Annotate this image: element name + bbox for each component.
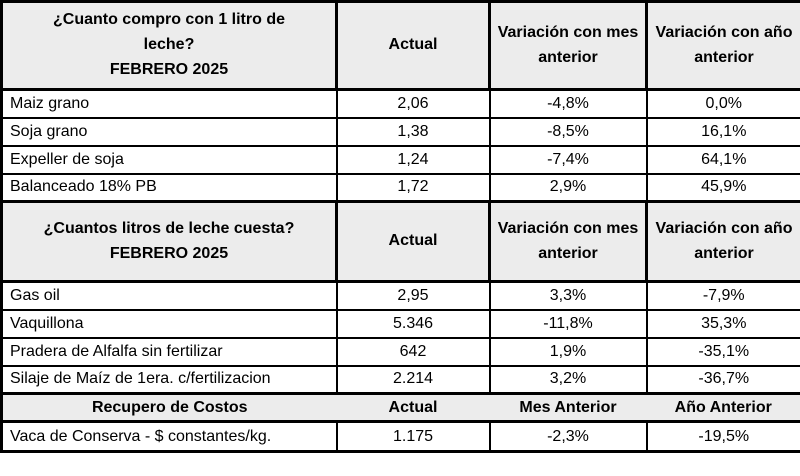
col-header-variacion-anio: Variación con año anterior <box>645 200 800 283</box>
actual-value: 642 <box>335 336 491 367</box>
section1-header-row: ¿Cuanto compro con 1 litro de leche? FEB… <box>0 0 800 91</box>
section3-header-row: Recupero de Costos Actual Mes Anterior A… <box>1 391 800 424</box>
row-label: Silaje de Maíz de 1era. c/fertilizacion <box>0 364 338 395</box>
col-header-variacion-anio: Variación con año anterior <box>645 0 800 91</box>
row-label: Vaca de Conserva - $ constantes/kg. <box>0 420 338 453</box>
variacion-mes-value: -7,4% <box>488 144 648 175</box>
row-label: Maiz grano <box>0 88 338 119</box>
col-header-anio-anterior: Año Anterior <box>646 391 800 424</box>
actual-value: 2.214 <box>335 364 491 395</box>
row-soja-grano: Soja grano 1,38 -8,5% 16,1% <box>0 116 800 147</box>
variacion-mes-value: 3,2% <box>488 364 648 395</box>
col-header-mes-anterior: Mes Anterior <box>489 391 647 424</box>
col-header-actual: Actual <box>335 0 491 91</box>
variacion-mes-value: 3,3% <box>488 280 648 311</box>
variacion-anio-value: -35,1% <box>645 336 800 367</box>
actual-value: 5.346 <box>335 308 491 339</box>
section2-title: ¿Cuantos litros de leche cuesta? FEBRERO… <box>0 200 338 283</box>
row-label: Pradera de Alfalfa sin fertilizar <box>0 336 338 367</box>
row-silaje-maiz: Silaje de Maíz de 1era. c/fertilizacion … <box>0 364 800 395</box>
row-pradera-alfalfa: Pradera de Alfalfa sin fertilizar 642 1,… <box>0 336 800 367</box>
col-header-actual: Actual <box>336 391 490 424</box>
section2-period: FEBRERO 2025 <box>109 244 229 262</box>
variacion-mes-value: -8,5% <box>488 116 648 147</box>
variacion-mes-value: -11,8% <box>488 308 648 339</box>
row-label: Vaquillona <box>0 308 338 339</box>
section3-title: Recupero de Costos <box>1 391 337 424</box>
row-balanceado-18-pb: Balanceado 18% PB 1,72 2,9% 45,9% <box>0 172 800 203</box>
actual-value: 1,24 <box>335 144 491 175</box>
section1-title: ¿Cuanto compro con 1 litro de leche? FEB… <box>0 0 338 91</box>
row-vaquillona: Vaquillona 5.346 -11,8% 35,3% <box>0 308 800 339</box>
row-gas-oil: Gas oil 2,95 3,3% -7,9% <box>0 280 800 311</box>
actual-value: 2,06 <box>335 88 491 119</box>
variacion-mes-value: 1,9% <box>488 336 648 367</box>
actual-value: 1,72 <box>335 172 491 203</box>
col-header-variacion-mes: Variación con mes anterior <box>488 0 648 91</box>
variacion-anio-value: 35,3% <box>645 308 800 339</box>
variacion-mes-value: -4,8% <box>488 88 648 119</box>
section2-question: ¿Cuantos litros de leche cuesta? <box>43 219 295 237</box>
actual-value: 2,95 <box>335 280 491 311</box>
row-label: Expeller de soja <box>0 144 338 175</box>
col-header-variacion-mes: Variación con mes anterior <box>488 200 648 283</box>
row-vaca-de-conserva: Vaca de Conserva - $ constantes/kg. 1.17… <box>0 420 800 453</box>
actual-value: 1,38 <box>335 116 491 147</box>
row-label: Balanceado 18% PB <box>0 172 338 203</box>
mes-anterior-value: -2,3% <box>488 420 648 453</box>
variacion-anio-value: 0,0% <box>645 88 800 119</box>
row-expeller-de-soja: Expeller de soja 1,24 -7,4% 64,1% <box>0 144 800 175</box>
section2-header-row: ¿Cuantos litros de leche cuesta? FEBRERO… <box>0 200 800 283</box>
row-label: Soja grano <box>0 116 338 147</box>
actual-value: 1.175 <box>335 420 491 453</box>
variacion-anio-value: 64,1% <box>645 144 800 175</box>
variacion-mes-value: 2,9% <box>488 172 648 203</box>
section1-period: FEBRERO 2025 <box>109 60 229 78</box>
row-maiz-grano: Maiz grano 2,06 -4,8% 0,0% <box>0 88 800 119</box>
col-header-actual: Actual <box>335 200 491 283</box>
row-label: Gas oil <box>0 280 338 311</box>
variacion-anio-value: 16,1% <box>645 116 800 147</box>
variacion-anio-value: -36,7% <box>645 364 800 395</box>
variacion-anio-value: -7,9% <box>645 280 800 311</box>
milk-purchasing-power-table: ¿Cuanto compro con 1 litro de leche? FEB… <box>0 0 800 454</box>
anio-anterior-value: -19,5% <box>645 420 800 453</box>
section1-question: ¿Cuanto compro con 1 litro de leche? <box>52 11 285 54</box>
variacion-anio-value: 45,9% <box>645 172 800 203</box>
